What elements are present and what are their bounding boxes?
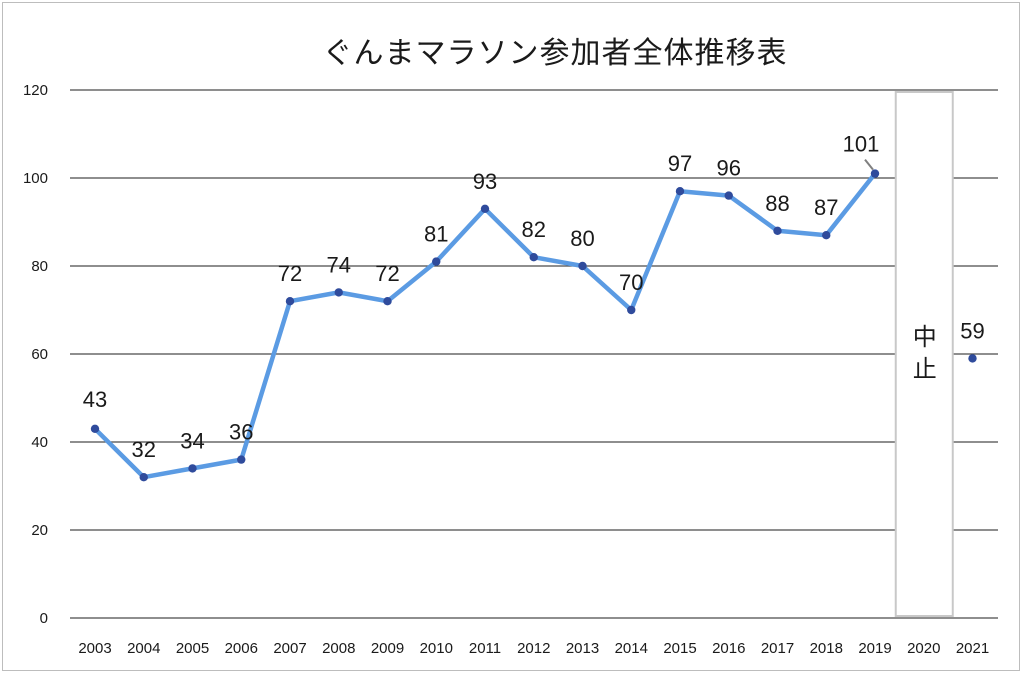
data-label: 96 <box>717 156 741 181</box>
x-tick-label: 2004 <box>127 640 160 657</box>
chart-title: ぐんまマラソン参加者全体推移表 <box>322 36 788 71</box>
y-axis-ticks: 0 20 40 60 80 100 120 <box>23 82 48 627</box>
y-tick-label: 80 <box>31 258 48 275</box>
data-point <box>432 257 441 266</box>
y-tick-label: 100 <box>23 170 48 187</box>
data-point <box>334 288 343 297</box>
y-tick-label: 40 <box>31 434 48 451</box>
data-point <box>139 473 148 482</box>
x-tick-label: 2012 <box>517 640 550 657</box>
y-tick-label: 20 <box>31 522 48 539</box>
cancelled-box <box>894 91 954 617</box>
y-tick-label: 60 <box>31 346 48 363</box>
x-tick-label: 2005 <box>176 640 209 657</box>
data-point <box>237 455 246 464</box>
leader-line <box>864 158 874 171</box>
data-point <box>675 187 685 196</box>
x-tick-label: 2011 <box>469 640 501 657</box>
x-tick-label: 2003 <box>78 640 111 657</box>
data-point <box>870 169 880 178</box>
data-point <box>968 354 977 363</box>
data-label: 97 <box>668 151 692 176</box>
data-label: 101 <box>843 132 880 157</box>
data-label: 93 <box>473 169 497 194</box>
series-polyline <box>92 171 878 480</box>
gridlines <box>70 89 998 619</box>
data-label: 59 <box>960 318 984 343</box>
cancelled-annotation: 中止 <box>894 91 954 617</box>
data-label: 72 <box>278 261 302 286</box>
y-tick-label: 0 <box>40 610 48 627</box>
x-tick-label: 2015 <box>663 640 696 657</box>
data-point <box>822 231 831 240</box>
data-labels: 43 32 34 36 72 74 72 81 93 82 80 70 97 96 88 87 101 59 <box>83 132 985 463</box>
x-tick-label: 2021 <box>956 640 989 657</box>
data-point <box>773 226 782 235</box>
data-label: 70 <box>619 270 643 295</box>
data-label: 80 <box>570 226 594 251</box>
data-point <box>383 297 392 306</box>
data-point <box>188 464 197 473</box>
cancelled-label: 中止 <box>913 323 937 383</box>
x-tick-label: 2019 <box>858 640 891 657</box>
data-label: 82 <box>522 217 546 242</box>
data-label: 87 <box>814 195 838 220</box>
data-point <box>480 204 490 213</box>
data-label: 32 <box>132 437 156 462</box>
x-tick-label: 2017 <box>761 640 794 657</box>
x-tick-label: 2008 <box>322 640 355 657</box>
x-tick-label: 2018 <box>810 640 843 657</box>
x-tick-label: 2016 <box>712 640 745 657</box>
x-tick-label: 2009 <box>371 640 404 657</box>
data-point <box>578 261 587 271</box>
data-point <box>724 191 733 200</box>
data-label: 36 <box>229 420 253 445</box>
y-tick-label: 120 <box>23 82 48 99</box>
data-label: 72 <box>375 261 399 286</box>
x-tick-label: 2020 <box>907 640 940 657</box>
data-point <box>627 305 636 315</box>
data-point <box>90 424 100 433</box>
series-line <box>90 169 977 482</box>
x-axis-ticks: 2003 2004 2005 2006 2007 2008 2009 2010 2011 2012… <box>78 640 989 657</box>
data-label: 34 <box>180 428 204 453</box>
data-label: 81 <box>424 222 448 247</box>
x-tick-label: 2010 <box>420 640 453 657</box>
data-label: 88 <box>765 191 789 216</box>
x-tick-label: 2014 <box>615 640 648 657</box>
data-point <box>529 253 538 262</box>
x-tick-label: 2006 <box>225 640 258 657</box>
data-label: 74 <box>327 252 351 277</box>
x-tick-label: 2007 <box>273 640 306 657</box>
data-point <box>285 297 295 306</box>
data-label: 43 <box>83 387 107 412</box>
x-tick-label: 2013 <box>566 640 599 657</box>
